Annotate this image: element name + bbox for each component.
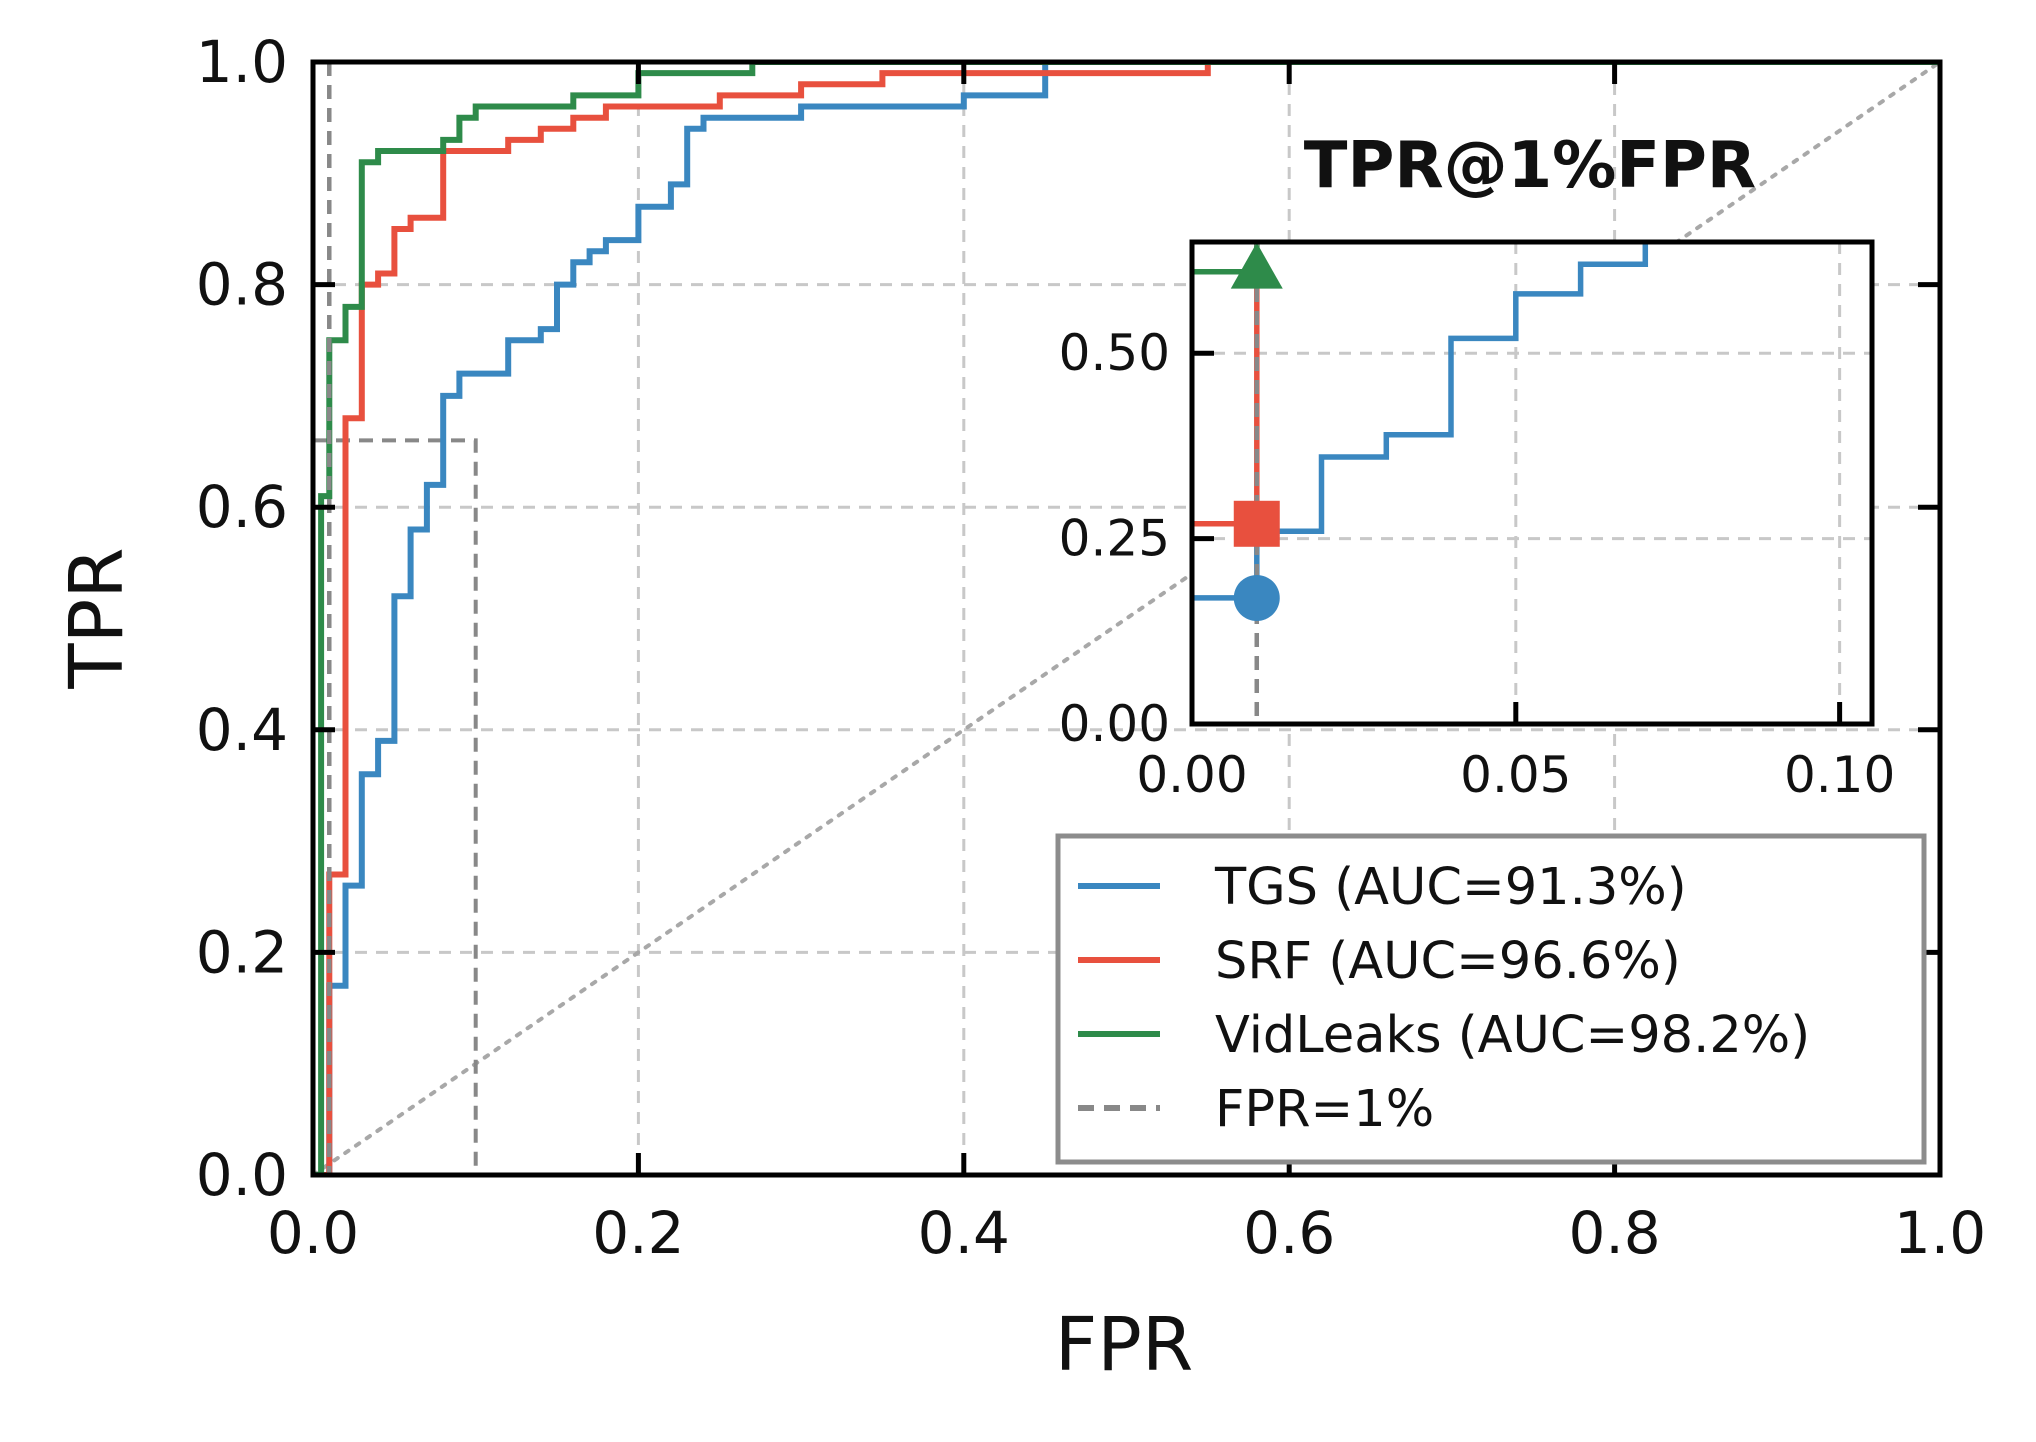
legend-label: TGS (AUC=91.3%) — [1214, 858, 1687, 917]
inset-background — [1192, 242, 1872, 724]
x-tick-label: 0.6 — [1243, 1199, 1335, 1267]
inset-y-tick-label: 0.25 — [1059, 510, 1170, 568]
inset-marker-tgs — [1233, 574, 1280, 621]
y-tick-label: 0.4 — [196, 696, 288, 764]
inset-y-tick-label: 0.00 — [1059, 695, 1170, 753]
y-axis-label: TPR — [54, 547, 140, 689]
x-tick-label: 1.0 — [1894, 1199, 1986, 1267]
x-tick-label: 0.8 — [1568, 1199, 1660, 1267]
inset-title: TPR@1%FPR — [1304, 129, 1756, 203]
x-axis-label: FPR — [1055, 1302, 1194, 1388]
x-tick-label: 0.4 — [918, 1199, 1010, 1267]
legend-label: SRF (AUC=96.6%) — [1215, 932, 1681, 991]
inset-marker-vidleaks — [1230, 242, 1283, 289]
legend-box — [1055, 833, 1927, 1165]
legend-label: VidLeaks (AUC=98.2%) — [1215, 1006, 1810, 1065]
legend-label: FPR=1% — [1215, 1080, 1434, 1139]
roc-curve-vidleaks — [313, 62, 1940, 1175]
x-tick-label: 0.2 — [592, 1199, 684, 1267]
y-tick-label: 0.6 — [196, 473, 288, 541]
plot-frame — [310, 59, 1943, 1178]
roc-curve-tgs — [313, 62, 1940, 1175]
x-tick-label: 0.0 — [267, 1199, 359, 1267]
y-tick-label: 0.8 — [196, 251, 288, 319]
inset-marker-srf — [1233, 500, 1280, 547]
inset-frame — [1189, 239, 1875, 727]
y-tick-label: 0.2 — [196, 918, 288, 986]
inset-x-tick-label: 0.00 — [1136, 746, 1247, 804]
zoom-box — [313, 438, 478, 1175]
y-tick-label: 0.0 — [196, 1141, 288, 1209]
inset-x-tick-label: 0.05 — [1460, 746, 1571, 804]
inset-y-tick-label: 0.50 — [1059, 324, 1170, 382]
inset-x-tick-label: 0.10 — [1784, 746, 1895, 804]
y-tick-label: 1.0 — [196, 28, 288, 96]
